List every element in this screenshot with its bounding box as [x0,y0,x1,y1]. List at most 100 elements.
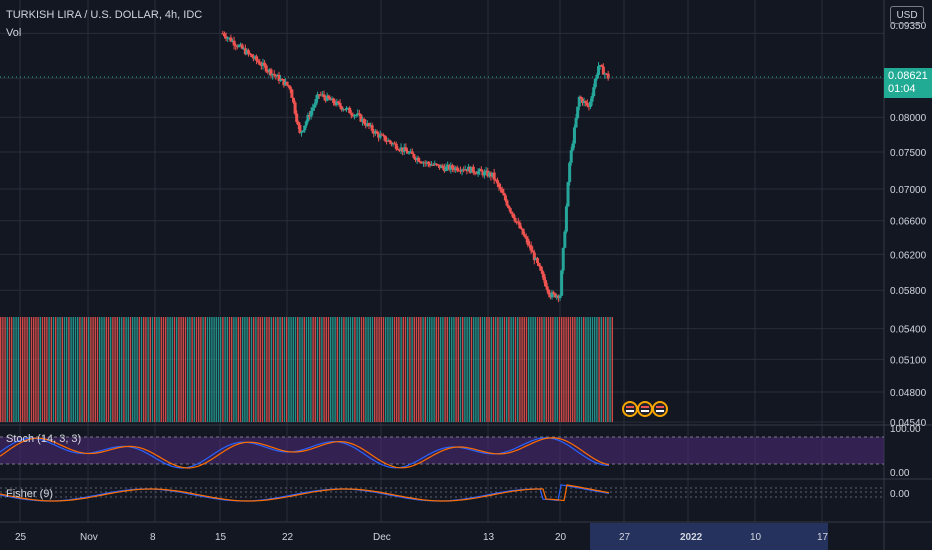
volume-bar [253,317,255,422]
price-axis[interactable]: 0.09350 0.08000 0.07500 0.07000 0.06600 0.062… [890,21,927,500]
volume-bar [508,317,510,422]
volume-bar [63,317,66,422]
volume-bar [162,317,165,422]
volume-bar [283,317,286,422]
volume-bar [239,317,242,422]
volume-bar [484,317,486,422]
volume-bar [13,317,15,422]
candle-body [491,172,495,177]
candle-body [221,33,225,35]
volume-bar [565,317,567,422]
candle-body [317,94,321,96]
volume-bar [288,317,290,422]
candle-body [531,250,535,253]
volume-bar [541,317,543,422]
candle-body [271,73,275,76]
candle-body [298,125,302,133]
candle-body [279,78,283,81]
volume-bar [235,317,237,422]
volume-bar [297,317,299,422]
candle-body [434,163,438,165]
volume-bar [411,317,413,422]
volume-bar [310,317,312,422]
candle-body [487,172,491,177]
candle-body [605,73,609,75]
volume-bar [605,317,607,422]
candle-body [438,164,442,169]
volume-bar [180,317,182,422]
stoch-label[interactable]: Stoch (14, 3, 3) [6,433,82,445]
candle-body [348,107,352,114]
volume-bar [17,317,19,422]
volume-bar [55,317,57,422]
candle-body [404,147,408,151]
volume-bar [334,317,336,422]
economic-events[interactable] [622,401,668,417]
candle-body [420,162,424,164]
candle-body [234,45,238,47]
candle-body [325,95,329,101]
volume-bar [202,317,204,422]
candle-body [227,37,231,39]
candle-body [470,166,474,173]
volume-bar [556,317,558,422]
candle-body [569,150,573,163]
candle-body [407,152,411,154]
volume-bar [266,317,268,422]
volume-bar [165,317,167,422]
candle-body [572,127,576,144]
candle-body [359,114,363,122]
candle-body [489,172,493,177]
fisher-label[interactable]: Fisher (9) [6,488,54,500]
symbol-title[interactable]: TURKISH LIRA / U.S. DOLLAR, 4h, IDC [6,9,203,21]
time-axis[interactable]: 25 Nov 8 15 22 Dec 13 20 27 2022 10 17 [15,523,829,550]
time-tick-label: 15 [215,532,227,543]
volume-bar [321,317,323,422]
candle-body [537,263,541,267]
time-tick-label: 22 [282,532,294,543]
candle-body [316,94,320,100]
volume-bar [107,317,110,422]
volume-bar [360,317,363,422]
candle-body [449,165,453,170]
candle-body [415,157,419,160]
price-tick-label: 0.04540 [890,418,927,429]
volume-bar [173,317,176,422]
volume-bar [81,317,83,422]
candle-body [577,96,581,107]
volume-bar [389,317,391,422]
volume-bar [193,317,195,422]
candle-body [465,169,469,172]
volume-bar [486,317,488,422]
volume-bar [609,317,611,422]
volume-bar [365,317,367,422]
candle-body [367,123,371,127]
candle-body [301,130,305,132]
candle-body [526,238,530,245]
volume-bar [112,317,114,422]
candle-body [598,65,602,67]
candle-body [529,245,533,251]
volume-bar [352,317,354,422]
volume-bar [371,317,374,422]
us-flag-event-icon [637,401,653,417]
volume-bar [385,317,387,422]
candle-body [423,162,427,164]
currency-button[interactable]: USD [890,6,924,24]
volume-bar [490,317,492,422]
candle-body [311,107,315,111]
volume-bar [169,317,171,422]
volume-bar [457,317,459,422]
last-price-value: 0.08621 [888,70,928,82]
volume-bar [215,317,217,422]
candle-body [245,50,249,55]
volume-bar [314,317,316,422]
candle-body [357,113,361,115]
volume-bar [158,317,160,422]
price-tick-label: 0.07000 [890,185,927,196]
volume-bar [503,317,506,422]
candle-body [452,168,456,171]
time-tick-label: 2022 [680,532,703,543]
